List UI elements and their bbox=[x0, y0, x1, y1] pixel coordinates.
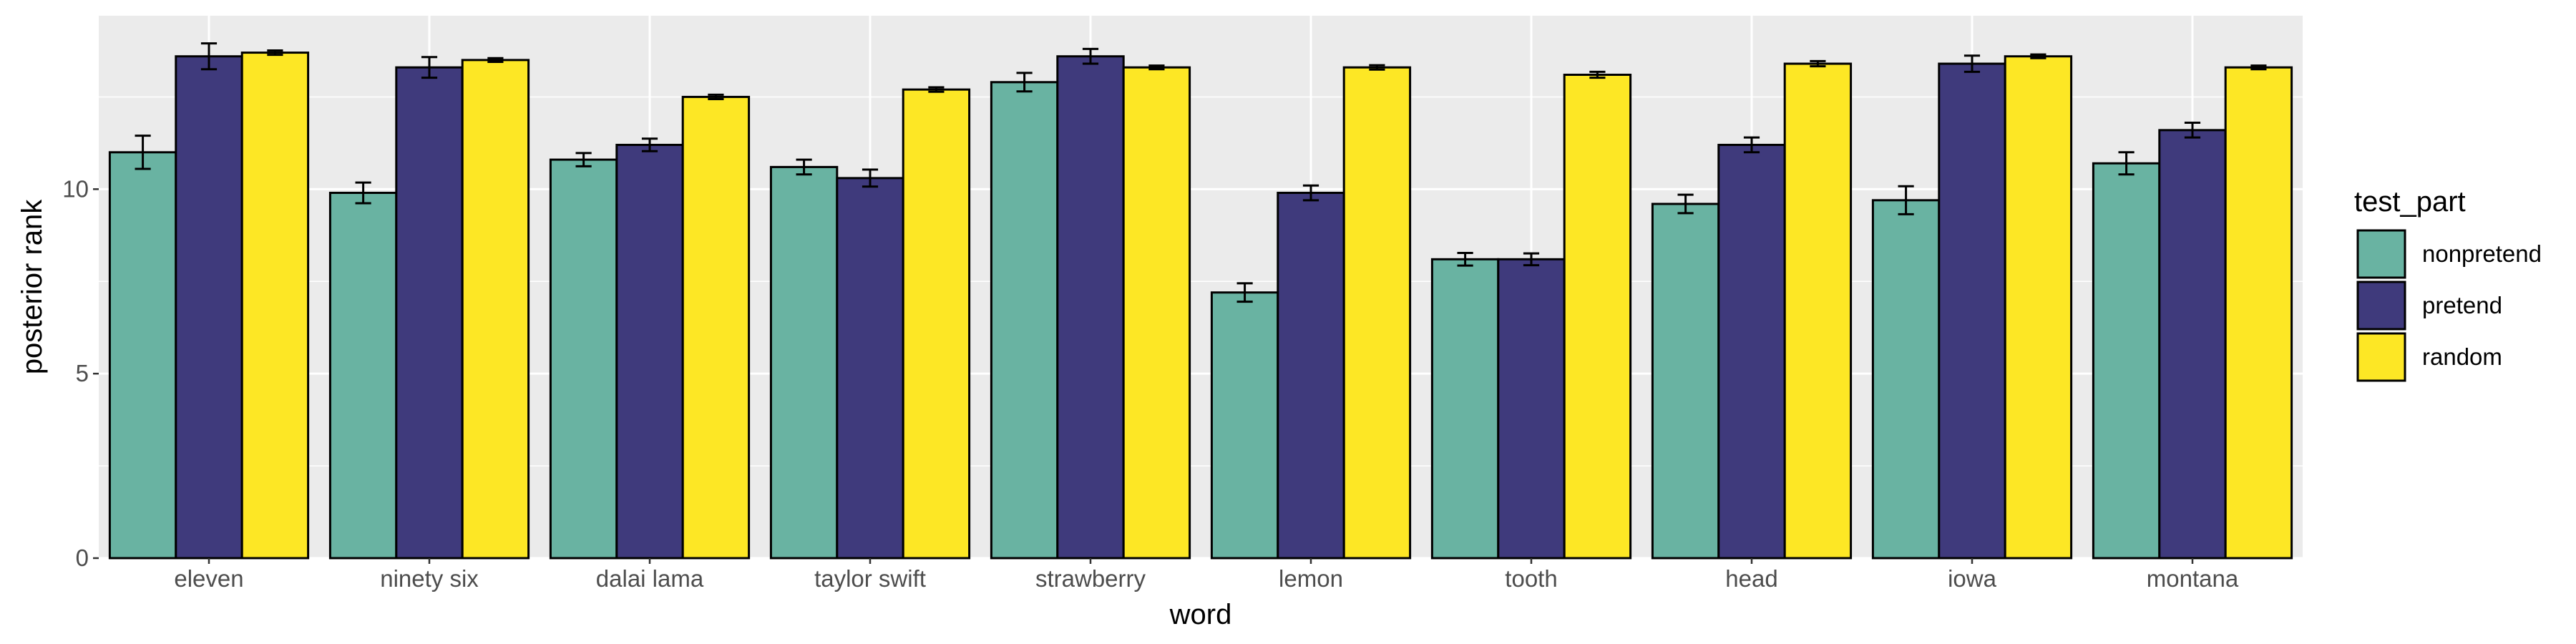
legend-title: test_part bbox=[2354, 186, 2466, 218]
bar bbox=[549, 158, 618, 560]
x-tick-label: strawberry bbox=[1035, 565, 1146, 592]
bar bbox=[1497, 258, 1566, 560]
bar bbox=[1563, 74, 1632, 560]
bar bbox=[328, 192, 398, 560]
x-tick-label: head bbox=[1725, 565, 1777, 592]
bar bbox=[1056, 55, 1125, 560]
x-tick-label: dalai lama bbox=[596, 565, 704, 592]
bar bbox=[240, 52, 310, 560]
legend-key bbox=[2356, 229, 2406, 279]
bar bbox=[1938, 62, 2006, 560]
bar bbox=[2158, 129, 2227, 560]
bar bbox=[461, 59, 530, 560]
y-tick-label: 0 bbox=[76, 545, 89, 571]
x-axis: eleven ninety six dalai lama taylor swift st… bbox=[174, 558, 2239, 592]
bar bbox=[1277, 192, 1345, 560]
x-tick-label: iowa bbox=[1948, 565, 1997, 592]
bar bbox=[1210, 291, 1279, 560]
bar bbox=[1430, 258, 1500, 560]
bar bbox=[615, 143, 684, 560]
bar bbox=[769, 165, 839, 560]
x-tick-label: lemon bbox=[1279, 565, 1343, 592]
legend-label: pretend bbox=[2422, 292, 2502, 318]
bar bbox=[836, 177, 904, 560]
bars bbox=[108, 52, 2293, 560]
bar bbox=[990, 81, 1059, 560]
legend-label: random bbox=[2422, 343, 2502, 370]
x-tick-label: montana bbox=[2147, 565, 2239, 592]
bar bbox=[108, 151, 177, 560]
bar bbox=[1871, 199, 1941, 560]
x-tick-label: eleven bbox=[174, 565, 243, 592]
bar bbox=[2092, 162, 2161, 560]
bar bbox=[395, 66, 464, 560]
bar bbox=[1342, 66, 1412, 560]
bar bbox=[1122, 66, 1191, 560]
legend-key bbox=[2356, 280, 2406, 331]
y-axis: 0 5 10 bbox=[62, 175, 99, 571]
y-tick-label: 5 bbox=[76, 360, 89, 386]
legend-label: nonpretend bbox=[2422, 240, 2542, 267]
bar bbox=[2224, 66, 2293, 560]
bar bbox=[2004, 55, 2073, 560]
x-tick-label: ninety six bbox=[380, 565, 479, 592]
y-tick-label: 10 bbox=[62, 175, 89, 202]
bar bbox=[1783, 62, 1853, 560]
bar bbox=[1717, 143, 1786, 560]
error-bars bbox=[135, 42, 2267, 303]
bar bbox=[1651, 203, 1720, 560]
x-tick-label: tooth bbox=[1505, 565, 1557, 592]
bar bbox=[175, 55, 243, 560]
bar bbox=[681, 95, 751, 560]
legend: test_part nonpretend pretend random bbox=[2354, 186, 2542, 382]
bar bbox=[902, 88, 971, 560]
x-tick-label: taylor swift bbox=[814, 565, 926, 592]
x-axis-title: word bbox=[1169, 599, 1232, 630]
y-axis-title: posterior rank bbox=[16, 199, 48, 375]
legend-key bbox=[2356, 332, 2406, 382]
